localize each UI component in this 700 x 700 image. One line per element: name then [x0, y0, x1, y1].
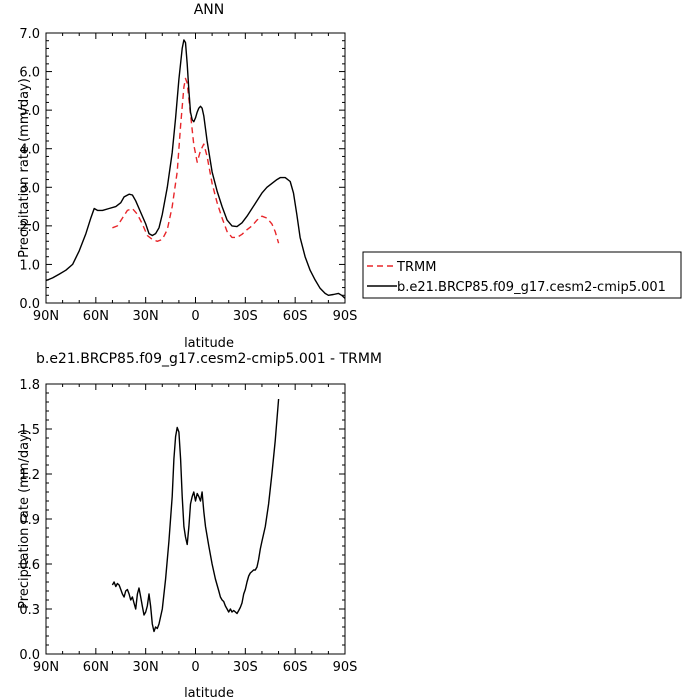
- top-x-tick-label: 60S: [283, 309, 308, 324]
- top-series-group: [45, 39, 346, 299]
- bottom-x-tick-label: 60N: [83, 660, 109, 675]
- bottom-x-axis-label: latitude: [184, 686, 234, 700]
- bottom-series-line-0: [111, 398, 280, 633]
- top-y-tick-label: 4.0: [19, 143, 40, 158]
- legend-box: [362, 251, 682, 299]
- bottom-x-tick-label: 30N: [133, 660, 159, 675]
- legend: TRMM b.e21.BRCP85.f09_g17.cesm2-cmip5.00…: [362, 251, 682, 299]
- top-series-line-1: [45, 39, 346, 299]
- bottom-y-axis-label: Precipitation rate (mm/day): [17, 429, 32, 609]
- bottom-plot-frame: [45, 383, 346, 655]
- top-series-line-0: [112, 77, 280, 244]
- top-y-tick-label: 1.0: [19, 258, 40, 273]
- top-x-tick-label: 90N: [33, 309, 59, 324]
- bottom-y-tick-label: 0.0: [19, 648, 40, 663]
- top-y-axis-label: Precipitation rate (mm/day): [17, 78, 32, 258]
- bottom-y-tick-label: 0.3: [19, 603, 40, 618]
- top-y-tick-label: 0.0: [19, 297, 40, 312]
- top-x-tick-label: 90S: [333, 309, 358, 324]
- bottom-y-tick-label: 1.2: [19, 468, 40, 483]
- bottom-x-tick-label: 60S: [283, 660, 308, 675]
- bottom-x-tick-label: 90S: [333, 660, 358, 675]
- top-x-tick-label: 0: [191, 309, 199, 324]
- top-x-tick-label: 30N: [133, 309, 159, 324]
- bottom-y-tick-label: 1.8: [19, 378, 40, 393]
- bottom-x-tick-label: 30S: [233, 660, 258, 675]
- bottom-y-tick-label: 0.9: [19, 513, 40, 528]
- bottom-y-tick-label: 0.6: [19, 558, 40, 573]
- bottom-series-group: [111, 398, 280, 633]
- bottom-panel: b.e21.BRCP85.f09_g17.cesm2-cmip5.001 - T…: [17, 351, 382, 700]
- top-axis-ticks: 90N 60N 30N 0 30S 60S 90S 0.0 1.0 2.0 3.0 4.0 5.0 6.0…: [19, 27, 357, 324]
- bottom-axis-ticks: 90N 60N 30N 0 30S 60S 90S 0.0 0.3 0.6 0.9 1.2 1.5 1.8: [19, 378, 357, 675]
- bottom-chart-title: b.e21.BRCP85.f09_g17.cesm2-cmip5.001 - T…: [36, 351, 382, 367]
- top-y-tick-label: 5.0: [19, 104, 40, 119]
- bottom-y-tick-label: 1.5: [19, 423, 40, 438]
- top-panel: ANN 90N 60N 30N 0 30S 60S 90S 0.0 1.0 2.0 3.0 4.0 5.…: [17, 2, 357, 351]
- bottom-x-tick-label: 90N: [33, 660, 59, 675]
- top-y-tick-label: 2.0: [19, 220, 40, 235]
- top-y-tick-label: 3.0: [19, 181, 40, 196]
- top-x-tick-label: 30S: [233, 309, 258, 324]
- top-y-tick-label: 7.0: [19, 27, 40, 42]
- top-x-axis-label: latitude: [184, 336, 234, 351]
- top-x-tick-label: 60N: [83, 309, 109, 324]
- legend-label-model: b.e21.BRCP85.f09_g17.cesm2-cmip5.001: [397, 280, 666, 295]
- top-plot-frame: [45, 32, 346, 304]
- legend-label-trmm: TRMM: [396, 260, 436, 275]
- bottom-x-tick-label: 0: [191, 660, 199, 675]
- top-y-tick-label: 6.0: [19, 66, 40, 81]
- top-chart-title: ANN: [194, 2, 225, 18]
